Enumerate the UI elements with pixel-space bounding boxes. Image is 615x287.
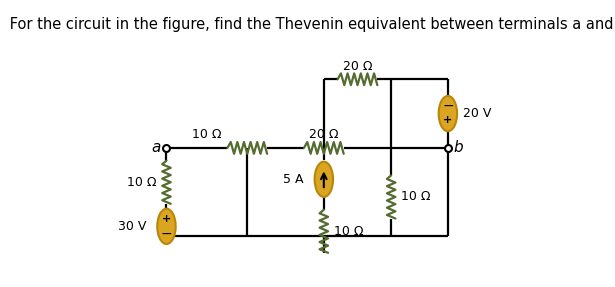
Text: 10 Ω: 10 Ω	[127, 176, 157, 189]
Text: 10 Ω: 10 Ω	[401, 191, 430, 203]
Text: 10 Ω: 10 Ω	[192, 128, 221, 141]
Text: 3.   For the circuit in the figure, find the Thevenin equivalent between termina: 3. For the circuit in the figure, find t…	[0, 17, 615, 32]
Ellipse shape	[157, 209, 176, 244]
Text: 20 Ω: 20 Ω	[343, 60, 372, 73]
Text: 20 V: 20 V	[464, 107, 492, 120]
Text: −: −	[161, 227, 172, 241]
Text: 5 A: 5 A	[284, 173, 304, 186]
Text: 20 Ω: 20 Ω	[309, 128, 339, 141]
Text: 30 V: 30 V	[118, 220, 146, 233]
Ellipse shape	[438, 96, 457, 131]
Text: b: b	[453, 140, 463, 156]
Text: −: −	[442, 99, 454, 113]
Text: a: a	[151, 140, 161, 156]
Ellipse shape	[315, 162, 333, 197]
Text: +: +	[443, 115, 453, 125]
Text: +: +	[162, 214, 171, 224]
Text: 10 Ω: 10 Ω	[334, 225, 363, 238]
